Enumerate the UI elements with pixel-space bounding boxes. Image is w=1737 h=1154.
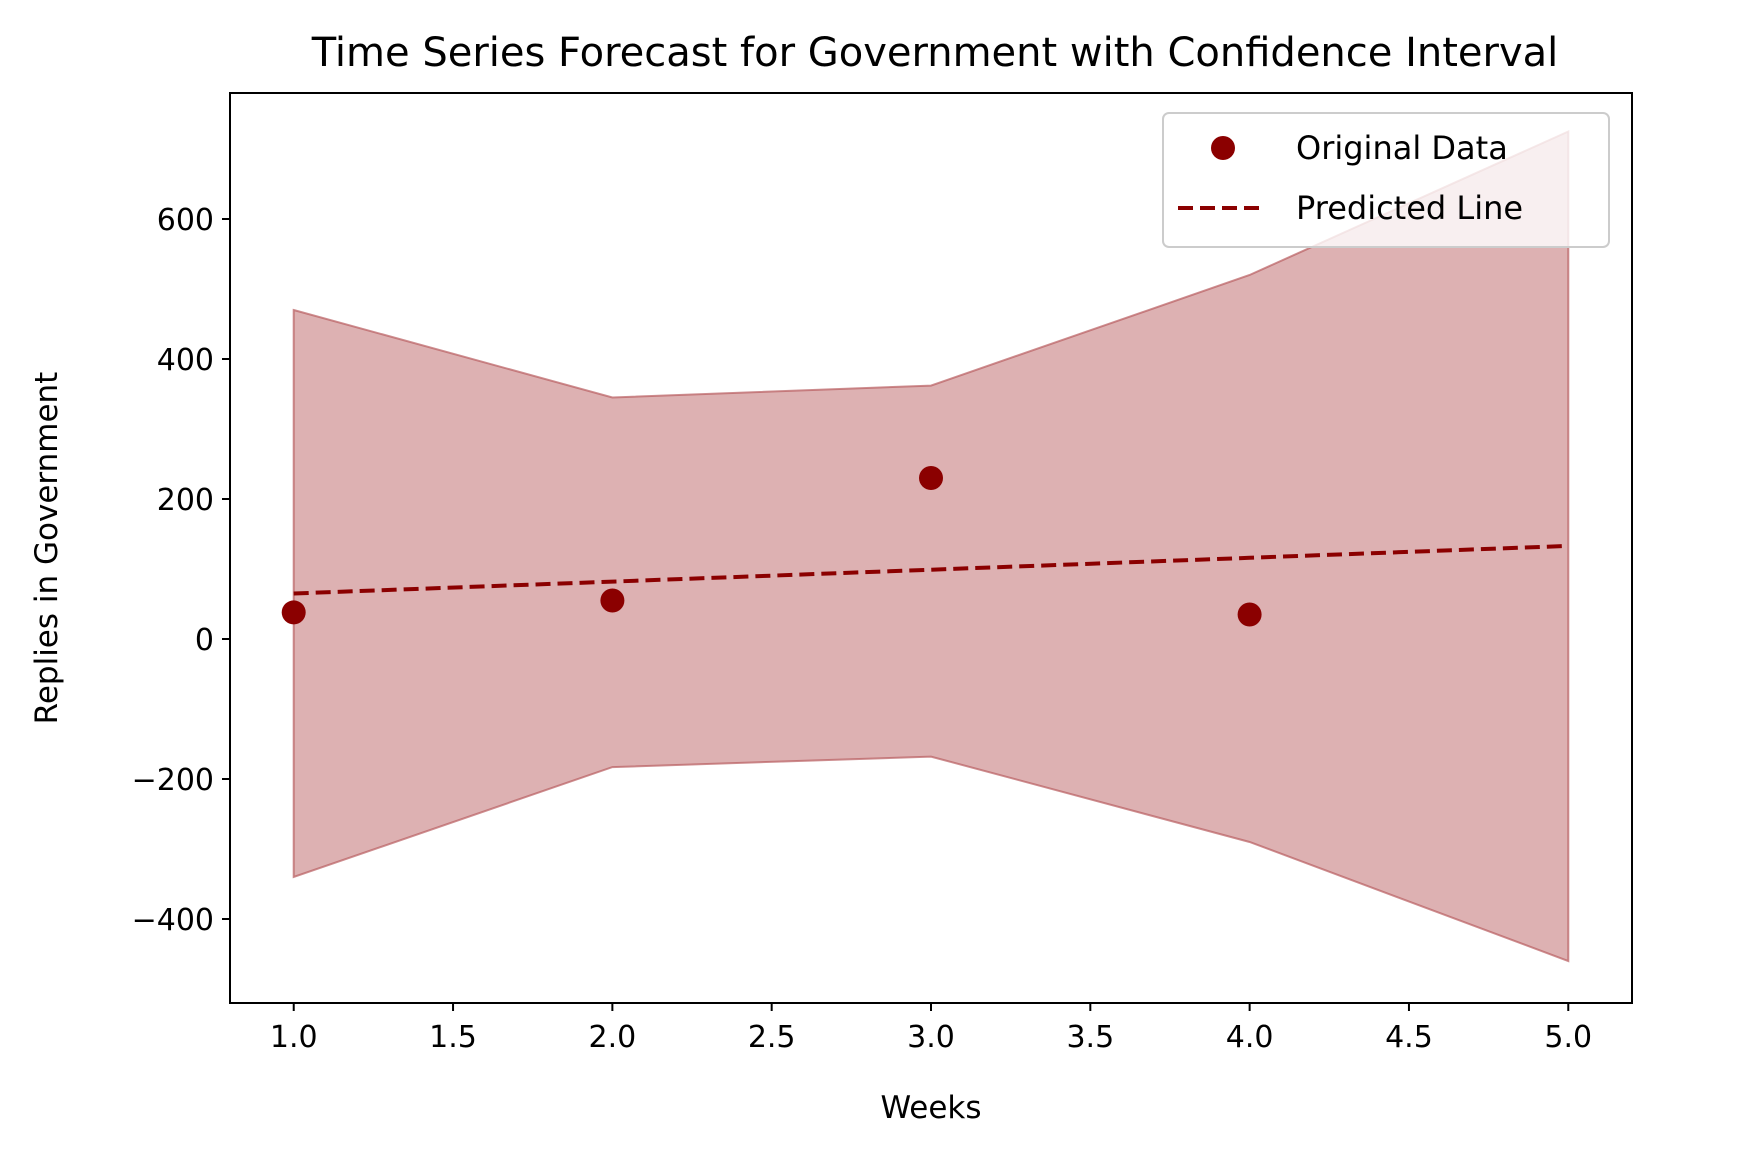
legend: Original Data Predicted Line: [1162, 112, 1610, 248]
y-tick-label: 600: [157, 203, 214, 238]
confidence-interval-band: [292, 129, 1570, 963]
data-point: [281, 600, 306, 625]
x-axis: 1.0 1.5 2.0 2.5 3.0 3.5 4.0 4.5 5.0: [270, 1003, 1592, 1055]
legend-label-predicted-line: Predicted Line: [1296, 189, 1523, 227]
x-tick-label: 5.0: [1544, 1020, 1592, 1055]
predicted-line: [293, 543, 1569, 596]
y-tick-label: 400: [157, 343, 214, 378]
x-tick-label: 3.5: [1066, 1020, 1114, 1055]
legend-box: [1162, 112, 1610, 248]
y-tick-label: 0: [195, 623, 214, 658]
x-tick-label: 2.0: [589, 1020, 637, 1055]
data-point: [919, 466, 943, 490]
x-tick-label: 2.5: [748, 1020, 796, 1055]
x-tick-label: 1.5: [429, 1020, 477, 1055]
x-tick-label: 1.0: [270, 1020, 318, 1055]
y-axis: −400 −200 0 200 400 600: [132, 203, 230, 938]
data-point: [1237, 602, 1262, 627]
data-point: [600, 588, 625, 613]
legend-marker-original-data: [1211, 136, 1235, 160]
y-axis-title: Replies in Government: [29, 372, 65, 725]
y-tick-label: 200: [157, 483, 214, 518]
x-tick-label: 4.5: [1385, 1020, 1433, 1055]
x-tick-label: 4.0: [1226, 1020, 1274, 1055]
chart-title: Time Series Forecast for Government with…: [311, 30, 1559, 76]
y-tick-label: −200: [132, 763, 214, 798]
legend-label-original-data: Original Data: [1296, 129, 1508, 167]
x-axis-title: Weeks: [880, 1090, 981, 1126]
y-tick-label: −400: [132, 903, 214, 938]
x-tick-label: 3.0: [907, 1020, 955, 1055]
